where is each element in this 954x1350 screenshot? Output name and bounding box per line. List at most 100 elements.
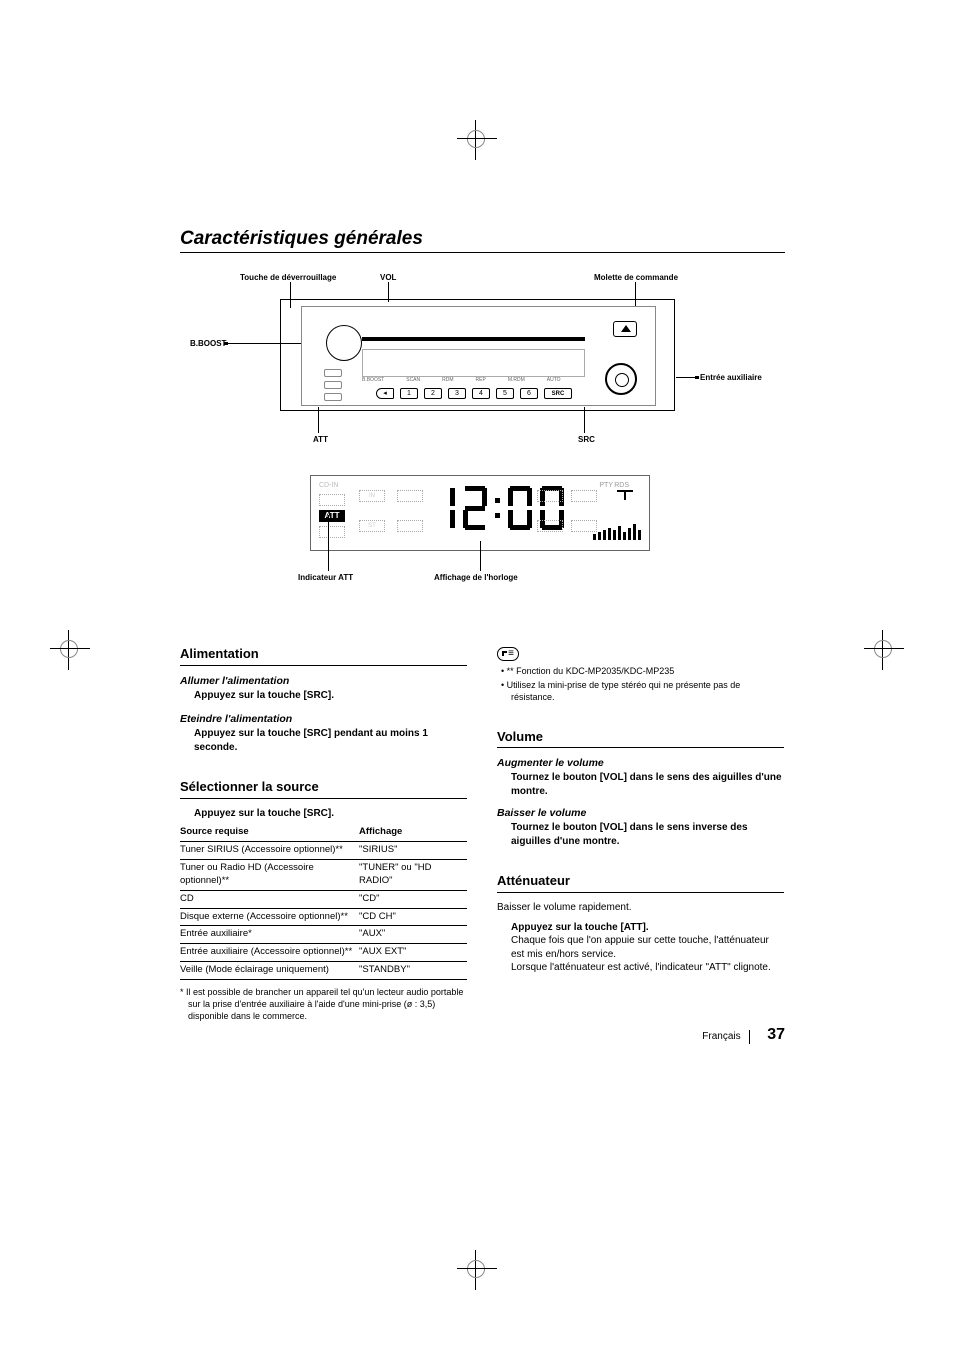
footer-page-number: 37 [767,1026,785,1043]
crop-mark-left [50,630,90,670]
note-icon [497,647,519,661]
rds-indicator: RDS [614,482,629,489]
body-power-off: Appuyez sur la touche [SRC] pendant au m… [194,727,467,754]
table-cell: "STANDBY" [359,961,467,979]
label-bboost: B.BOOST [190,339,226,348]
fn-label: M.RDM [508,377,525,383]
clock-digit [463,486,487,530]
label-att: ATT [313,435,328,444]
ghost-indicator [319,526,345,538]
product-diagram: Touche de déverrouillage VOL Molette de … [180,273,785,453]
fn-label: RDM [442,377,453,383]
preset-button: 5 [496,388,514,399]
label-clock-display: Affichage de l'horloge [434,573,518,582]
page-title: Caractéristiques générales [180,228,785,253]
table-header: Source requise [180,824,359,841]
cd-slot [362,337,585,341]
page-footer: Français 37 [702,1026,785,1044]
crop-mark-bottom [457,1250,497,1290]
label-vol: VOL [380,273,396,282]
display-diagram: CD-IN ATT IN ST [180,471,785,611]
fn-label: AUTO [547,377,561,383]
preset-button: 3 [448,388,466,399]
crop-mark-right [864,630,904,670]
source-table-body: Tuner SIRIUS (Accessoire optionnel)**"SI… [180,842,467,980]
function-labels-row: B.BOOST SCAN RDM REP M.RDM AUTO [362,377,561,383]
table-cell: "CD" [359,890,467,908]
crop-mark-top [457,120,497,160]
ghost-indicator: IN [359,490,385,502]
ghost-indicator [319,494,345,506]
eject-button [613,321,637,337]
table-cell: "TUNER" ou "HD RADIO" [359,860,467,891]
table-row: Tuner ou Radio HD (Accessoire optionnel)… [180,860,467,891]
fn-label: REP [476,377,486,383]
body-att-1: Chaque fois que l'on appuie sur cette to… [511,934,784,961]
footnote-aux: * Il est possible de brancher un apparei… [180,986,467,1022]
table-header: Affichage [359,824,467,841]
body-att-2: Lorsque l'atténuateur est activé, l'indi… [511,961,784,975]
preset-button: 4 [472,388,490,399]
footer-language: Français [702,1031,740,1042]
preset-button: 6 [520,388,538,399]
body-select-source: Appuyez sur la touche [SRC]. [194,807,467,821]
body-power-on: Appuyez sur la touche [SRC]. [194,689,467,703]
table-cell: "SIRIUS" [359,842,467,860]
pty-indicator: PTY [599,482,613,489]
ghost-indicator [537,490,563,502]
src-button: SRC [544,388,572,399]
left-column: Alimentation Allumer l'alimentation Appu… [180,621,467,1022]
leader-line [480,541,481,571]
sub-heading-vol-up: Augmenter le volume [497,756,784,770]
body-att-step: Appuyez sur la touche [ATT]. [511,921,784,935]
table-cell: Entrée auxiliaire* [180,926,359,944]
table-cell: "AUX EXT" [359,944,467,962]
table-row: CD"CD" [180,890,467,908]
leader-line [695,376,699,379]
ghost-indicator [397,520,423,532]
display-frame: CD-IN ATT IN ST [310,475,650,551]
table-cell: Veille (Mode éclairage uniquement) [180,961,359,979]
table-cell: CD [180,890,359,908]
table-row: Tuner SIRIUS (Accessoire optionnel)**"SI… [180,842,467,860]
footer-separator [749,1030,750,1044]
sub-heading-power-on: Allumer l'alimentation [180,674,467,688]
right-column: ** Fonction du KDC-MP2035/KDC-MP235 Util… [497,621,784,1022]
head-unit: B.BOOST SCAN RDM REP M.RDM AUTO ◂ 1 2 3 … [280,299,675,411]
faceplate: B.BOOST SCAN RDM REP M.RDM AUTO ◂ 1 2 3 … [301,306,656,406]
preset-button: 2 [424,388,442,399]
note-block: ** Fonction du KDC-MP2035/KDC-MP235 Util… [497,647,784,704]
ghost-indicator [571,490,597,502]
table-cell: Disque externe (Accessoire optionnel)** [180,908,359,926]
body-att-intro: Baisser le volume rapidement. [497,901,784,915]
display-window [362,349,585,377]
table-cell: "AUX" [359,926,467,944]
table-row: Disque externe (Accessoire optionnel)**"… [180,908,467,926]
section-heading-select-source: Sélectionner la source [180,778,467,799]
fn-label: B.BOOST [362,377,384,383]
fn-label: SCAN [406,377,420,383]
preset-button-row: ◂ 1 2 3 4 5 6 SRC [376,388,572,399]
clock-digit [431,486,455,530]
prev-button: ◂ [376,388,394,399]
label-aux-in: Entrée auxiliaire [700,373,762,382]
label-control-knob: Molette de commande [594,273,678,282]
table-cell: Tuner SIRIUS (Accessoire optionnel)** [180,842,359,860]
body-columns: Alimentation Allumer l'alimentation Appu… [180,621,785,1022]
antenna-icon [624,490,626,500]
table-row: Veille (Mode éclairage uniquement)"STAND… [180,961,467,979]
section-heading-volume: Volume [497,728,784,749]
dpad-control [326,325,362,361]
leader-line [328,515,329,571]
level-meter [593,524,641,540]
sub-heading-power-off: Eteindre l'alimentation [180,712,467,726]
label-src: SRC [578,435,595,444]
leader-line [224,342,228,345]
note-item: ** Fonction du KDC-MP2035/KDC-MP235 [501,665,784,677]
volume-knob [605,363,637,395]
page-content: Caractéristiques générales Touche de dév… [180,228,785,1022]
clock-digit [508,486,532,530]
table-cell: Tuner ou Radio HD (Accessoire optionnel)… [180,860,359,891]
table-cell: "CD CH" [359,908,467,926]
preset-button: 1 [400,388,418,399]
